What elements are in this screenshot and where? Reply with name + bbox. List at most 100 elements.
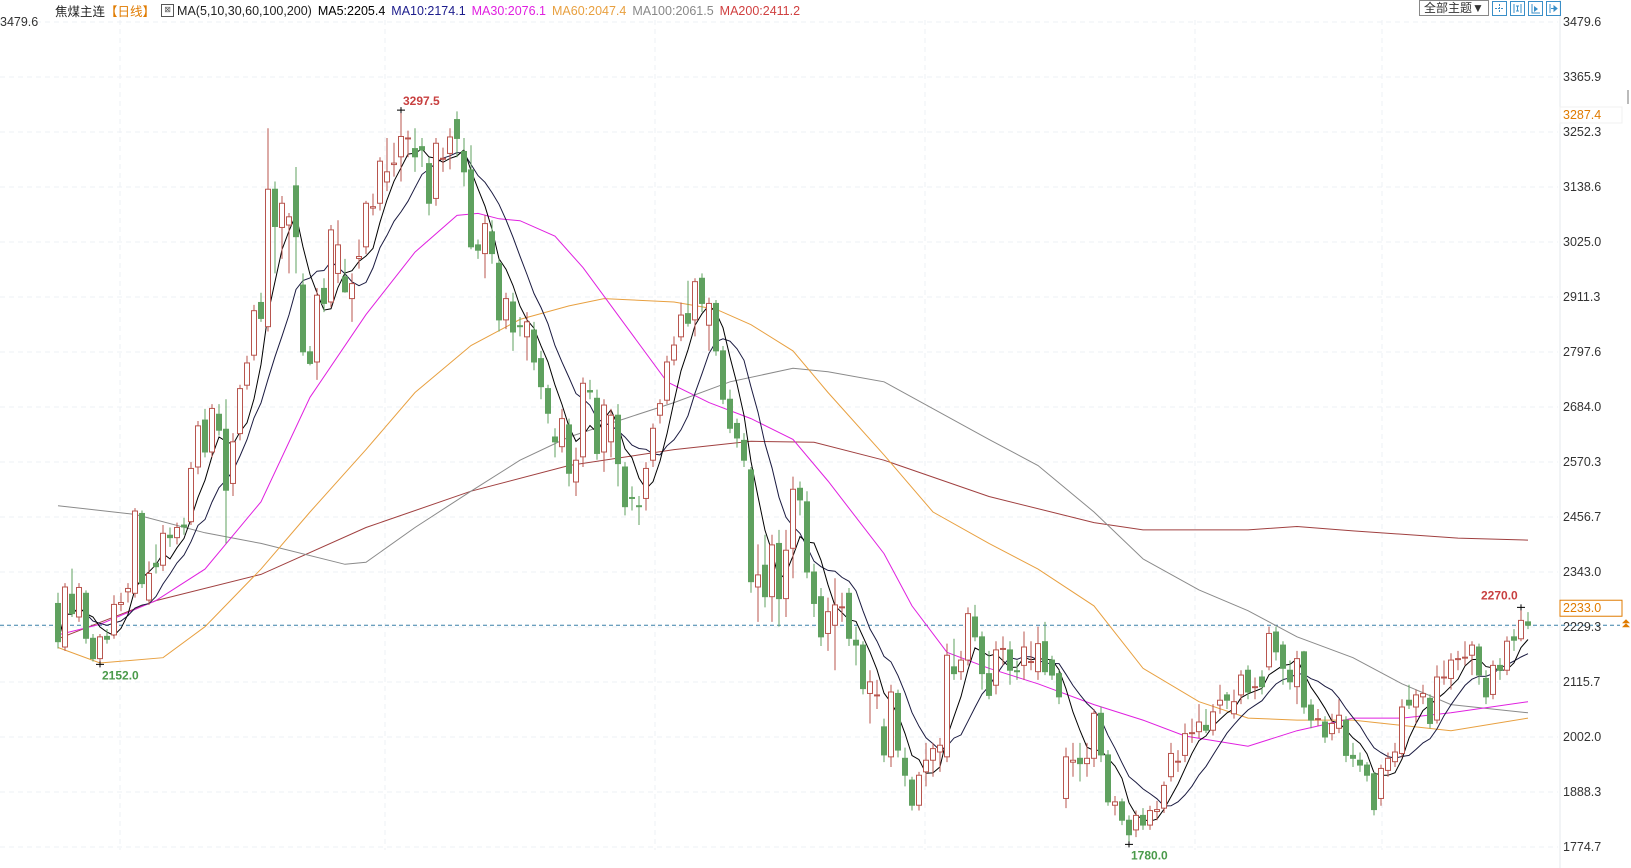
candle-body-down [223,428,229,491]
candle-body-down [1140,814,1146,826]
candle [153,544,159,574]
candle [958,650,964,680]
candle [874,679,880,709]
candle-body-up [1154,809,1160,813]
candle [1252,677,1258,700]
candle [1322,716,1328,743]
candle [734,418,740,448]
candle-body-up [433,142,439,199]
candle [573,447,579,497]
exit-icon[interactable] [1545,0,1561,16]
candle-body-up [888,691,894,758]
candle-body-down [1273,631,1279,653]
candle [1525,612,1531,630]
candle [636,496,642,526]
candle-body-down [804,501,810,573]
candle [146,561,152,605]
candle-body-up [363,202,369,248]
theme-dropdown[interactable]: 全部主题▼ [1419,0,1489,16]
candle [1280,641,1286,685]
fit-range-icon[interactable] [1509,0,1525,16]
candle-body-up [993,649,999,686]
candle-body-down [727,398,733,429]
candle-body-down [1287,669,1293,683]
candle-body-up [1021,646,1027,666]
candle [1455,650,1461,671]
candle [664,355,670,405]
high-price-label: 3297.5 [403,94,440,108]
candle [1175,750,1181,772]
candle [1077,742,1083,782]
candle-body-down [1049,659,1055,676]
candle [83,590,89,644]
candle [1301,650,1307,714]
candle [1056,670,1062,705]
candle [1392,742,1398,768]
candle-body-down [979,636,985,675]
candle [895,689,901,758]
candle [223,399,229,544]
candle [888,684,894,768]
candle [482,215,488,279]
candle [468,145,474,250]
candle [405,130,411,158]
period-label[interactable]: 【日线】 [105,5,156,19]
candle [174,522,180,545]
candle [447,128,453,170]
high-price-label: 2270.0 [1481,588,1518,602]
candle [62,583,68,651]
candle [286,212,292,274]
candle [1035,626,1041,680]
candle [930,742,936,777]
ma-params[interactable]: MA(5,10,30,60,100,200) [177,3,312,18]
indicator-settings-icon[interactable]: ⊠ [161,4,175,17]
crosshair-icon[interactable] [1491,0,1507,16]
candle [720,346,726,405]
y-tick-label: 2229.3 [1563,620,1601,634]
candle-body-down [860,644,866,690]
candle-body-down [496,262,502,321]
candle [944,643,950,763]
candle-body-up [958,659,964,673]
candle-body-up [1315,718,1321,721]
candle [811,563,817,618]
candle-body-down [972,616,978,638]
candle [1238,670,1244,705]
candle-body-down [622,466,628,508]
price-markers: 3287.4 2233.0 [1559,90,1630,628]
candle-body-up [937,744,943,753]
candle [1518,607,1524,642]
candle [132,508,138,598]
candle-body-down [986,673,992,696]
candle-body-up [867,681,873,694]
candle-body-down [293,185,299,238]
candle-body-down [741,439,747,461]
candle-body-up [482,223,488,255]
candle-body-up [1385,757,1391,771]
candle [342,258,348,293]
candle-body-up [1266,632,1272,668]
candle [1182,723,1188,763]
candle [195,421,201,475]
candle-body-up [188,467,194,523]
candle [769,534,775,622]
play-forward-icon[interactable] [1527,0,1543,16]
candle [1210,704,1216,736]
candle [181,517,187,535]
candle-body-down [412,148,418,158]
candle [867,670,873,724]
extreme-marker [96,661,104,668]
candle-body-up [160,532,166,566]
candle-body-down [881,726,887,756]
candle [629,486,635,511]
candle-body-down [1245,669,1251,693]
candle [419,137,425,167]
candle-body-down [566,424,572,474]
price-marker-label: 2233.0 [1563,601,1601,615]
price-marker-box [1559,106,1623,124]
y-tick-label: 3138.6 [1563,180,1601,194]
candle-body-up [1091,712,1097,759]
candle-body-down [1301,651,1307,708]
candle [1420,684,1426,705]
